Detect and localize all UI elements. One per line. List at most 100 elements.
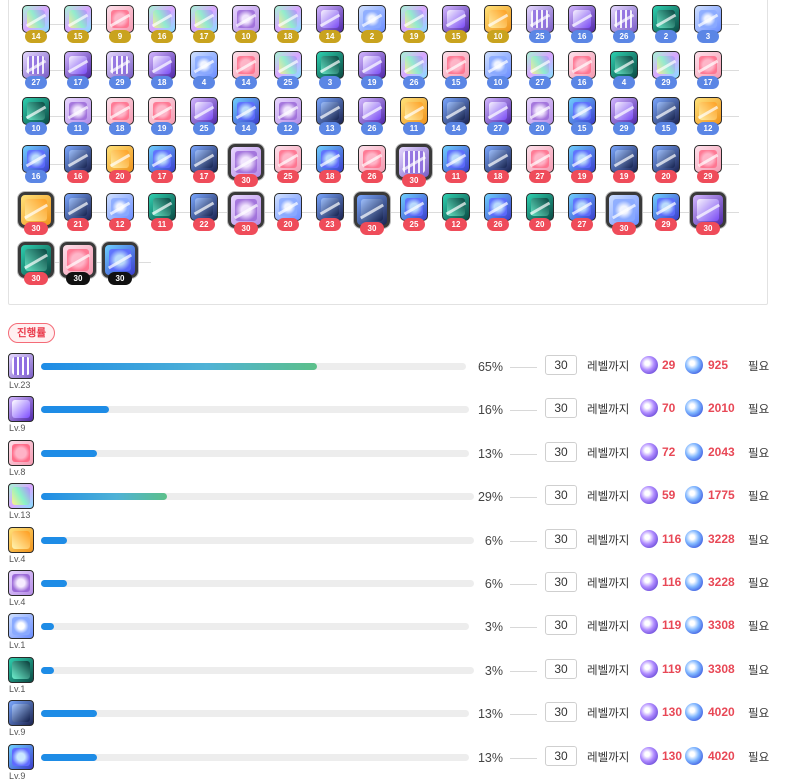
core-slot[interactable]: 10 [483, 5, 513, 43]
core-slot[interactable]: 17 [147, 145, 177, 183]
core-slot[interactable]: 30 [354, 192, 390, 235]
core-slot[interactable]: 18 [273, 5, 303, 43]
core-slot[interactable]: 20 [525, 97, 555, 135]
core-slot[interactable]: 26 [609, 5, 639, 43]
core-slot[interactable]: 3 [693, 5, 723, 43]
core-slot[interactable]: 29 [105, 51, 135, 89]
core-slot[interactable]: 15 [567, 97, 597, 135]
core-slot[interactable]: 18 [483, 145, 513, 183]
target-level-input[interactable]: 30 [545, 702, 577, 722]
core-slot[interactable]: 18 [315, 145, 345, 183]
target-level-input[interactable]: 30 [545, 572, 577, 592]
core-slot[interactable]: 19 [399, 5, 429, 43]
core-slot[interactable]: 12 [441, 193, 471, 231]
core-slot[interactable]: 16 [21, 145, 51, 183]
target-level-input[interactable]: 30 [545, 398, 577, 418]
core-slot[interactable]: 25 [189, 97, 219, 135]
core-slot[interactable]: 29 [609, 97, 639, 135]
core-slot[interactable]: 11 [441, 145, 471, 183]
core-slot[interactable]: 14 [441, 97, 471, 135]
target-level-input[interactable]: 30 [545, 529, 577, 549]
core-slot[interactable]: 20 [525, 193, 555, 231]
core-slot[interactable]: 27 [483, 97, 513, 135]
core-slot[interactable]: 30 [102, 242, 138, 285]
target-level-input[interactable]: 30 [545, 442, 577, 462]
core-slot[interactable]: 17 [693, 51, 723, 89]
core-slot[interactable]: 16 [147, 5, 177, 43]
core-slot[interactable]: 30 [228, 192, 264, 235]
core-slot[interactable]: 27 [21, 51, 51, 89]
target-level-input[interactable]: 30 [545, 615, 577, 635]
core-slot[interactable]: 14 [231, 51, 261, 89]
core-slot[interactable]: 29 [651, 193, 681, 231]
core-slot[interactable]: 26 [357, 145, 387, 183]
core-slot[interactable]: 14 [21, 5, 51, 43]
core-slot[interactable]: 30 [18, 192, 54, 235]
core-slot[interactable]: 27 [525, 145, 555, 183]
core-slot[interactable]: 11 [399, 97, 429, 135]
core-slot[interactable]: 15 [63, 5, 93, 43]
core-slot[interactable]: 16 [63, 145, 93, 183]
core-slot[interactable]: 30 [606, 192, 642, 235]
core-level-badge: 16 [25, 170, 47, 183]
core-slot[interactable]: 30 [396, 144, 432, 187]
core-slot[interactable]: 20 [105, 145, 135, 183]
core-slot[interactable]: 10 [483, 51, 513, 89]
core-slot[interactable]: 23 [315, 193, 345, 231]
core-slot[interactable]: 25 [273, 51, 303, 89]
target-level-input[interactable]: 30 [545, 355, 577, 375]
core-slot[interactable]: 12 [105, 193, 135, 231]
core-slot[interactable]: 19 [357, 51, 387, 89]
core-slot[interactable]: 9 [105, 5, 135, 43]
core-slot[interactable]: 20 [651, 145, 681, 183]
progress-bar [41, 580, 474, 587]
core-slot[interactable]: 29 [651, 51, 681, 89]
core-slot[interactable]: 29 [693, 145, 723, 183]
core-slot[interactable]: 3 [315, 51, 345, 89]
core-slot[interactable]: 25 [399, 193, 429, 231]
core-slot[interactable]: 14 [231, 97, 261, 135]
core-slot[interactable]: 14 [315, 5, 345, 43]
core-slot[interactable]: 21 [63, 193, 93, 231]
core-slot[interactable]: 15 [651, 97, 681, 135]
core-slot[interactable]: 13 [315, 97, 345, 135]
core-slot[interactable]: 4 [189, 51, 219, 89]
core-slot[interactable]: 12 [273, 97, 303, 135]
core-slot[interactable]: 15 [441, 5, 471, 43]
core-slot[interactable]: 30 [60, 242, 96, 285]
core-slot[interactable]: 30 [690, 192, 726, 235]
target-level-input[interactable]: 30 [545, 746, 577, 766]
core-slot[interactable]: 12 [693, 97, 723, 135]
core-slot[interactable]: 17 [189, 5, 219, 43]
core-slot[interactable]: 16 [567, 5, 597, 43]
core-slot[interactable]: 26 [483, 193, 513, 231]
core-slot[interactable]: 17 [189, 145, 219, 183]
core-slot[interactable]: 27 [567, 193, 597, 231]
core-slot[interactable]: 18 [105, 97, 135, 135]
core-slot[interactable]: 26 [399, 51, 429, 89]
core-slot[interactable]: 15 [441, 51, 471, 89]
core-slot[interactable]: 25 [525, 5, 555, 43]
core-slot[interactable]: 11 [147, 193, 177, 231]
core-slot[interactable]: 11 [63, 97, 93, 135]
core-slot[interactable]: 30 [18, 242, 54, 285]
core-slot[interactable]: 10 [231, 5, 261, 43]
core-slot[interactable]: 20 [273, 193, 303, 231]
core-slot[interactable]: 26 [357, 97, 387, 135]
core-slot[interactable]: 25 [273, 145, 303, 183]
core-slot[interactable]: 2 [357, 5, 387, 43]
core-slot[interactable]: 19 [147, 97, 177, 135]
core-slot[interactable]: 2 [651, 5, 681, 43]
core-slot[interactable]: 18 [147, 51, 177, 89]
core-slot[interactable]: 22 [189, 193, 219, 231]
core-slot[interactable]: 19 [567, 145, 597, 183]
target-level-input[interactable]: 30 [545, 659, 577, 679]
core-slot[interactable]: 17 [63, 51, 93, 89]
core-slot[interactable]: 19 [609, 145, 639, 183]
core-slot[interactable]: 30 [228, 144, 264, 187]
target-level-input[interactable]: 30 [545, 485, 577, 505]
core-slot[interactable]: 16 [567, 51, 597, 89]
core-slot[interactable]: 10 [21, 97, 51, 135]
core-slot[interactable]: 27 [525, 51, 555, 89]
core-slot[interactable]: 4 [609, 51, 639, 89]
